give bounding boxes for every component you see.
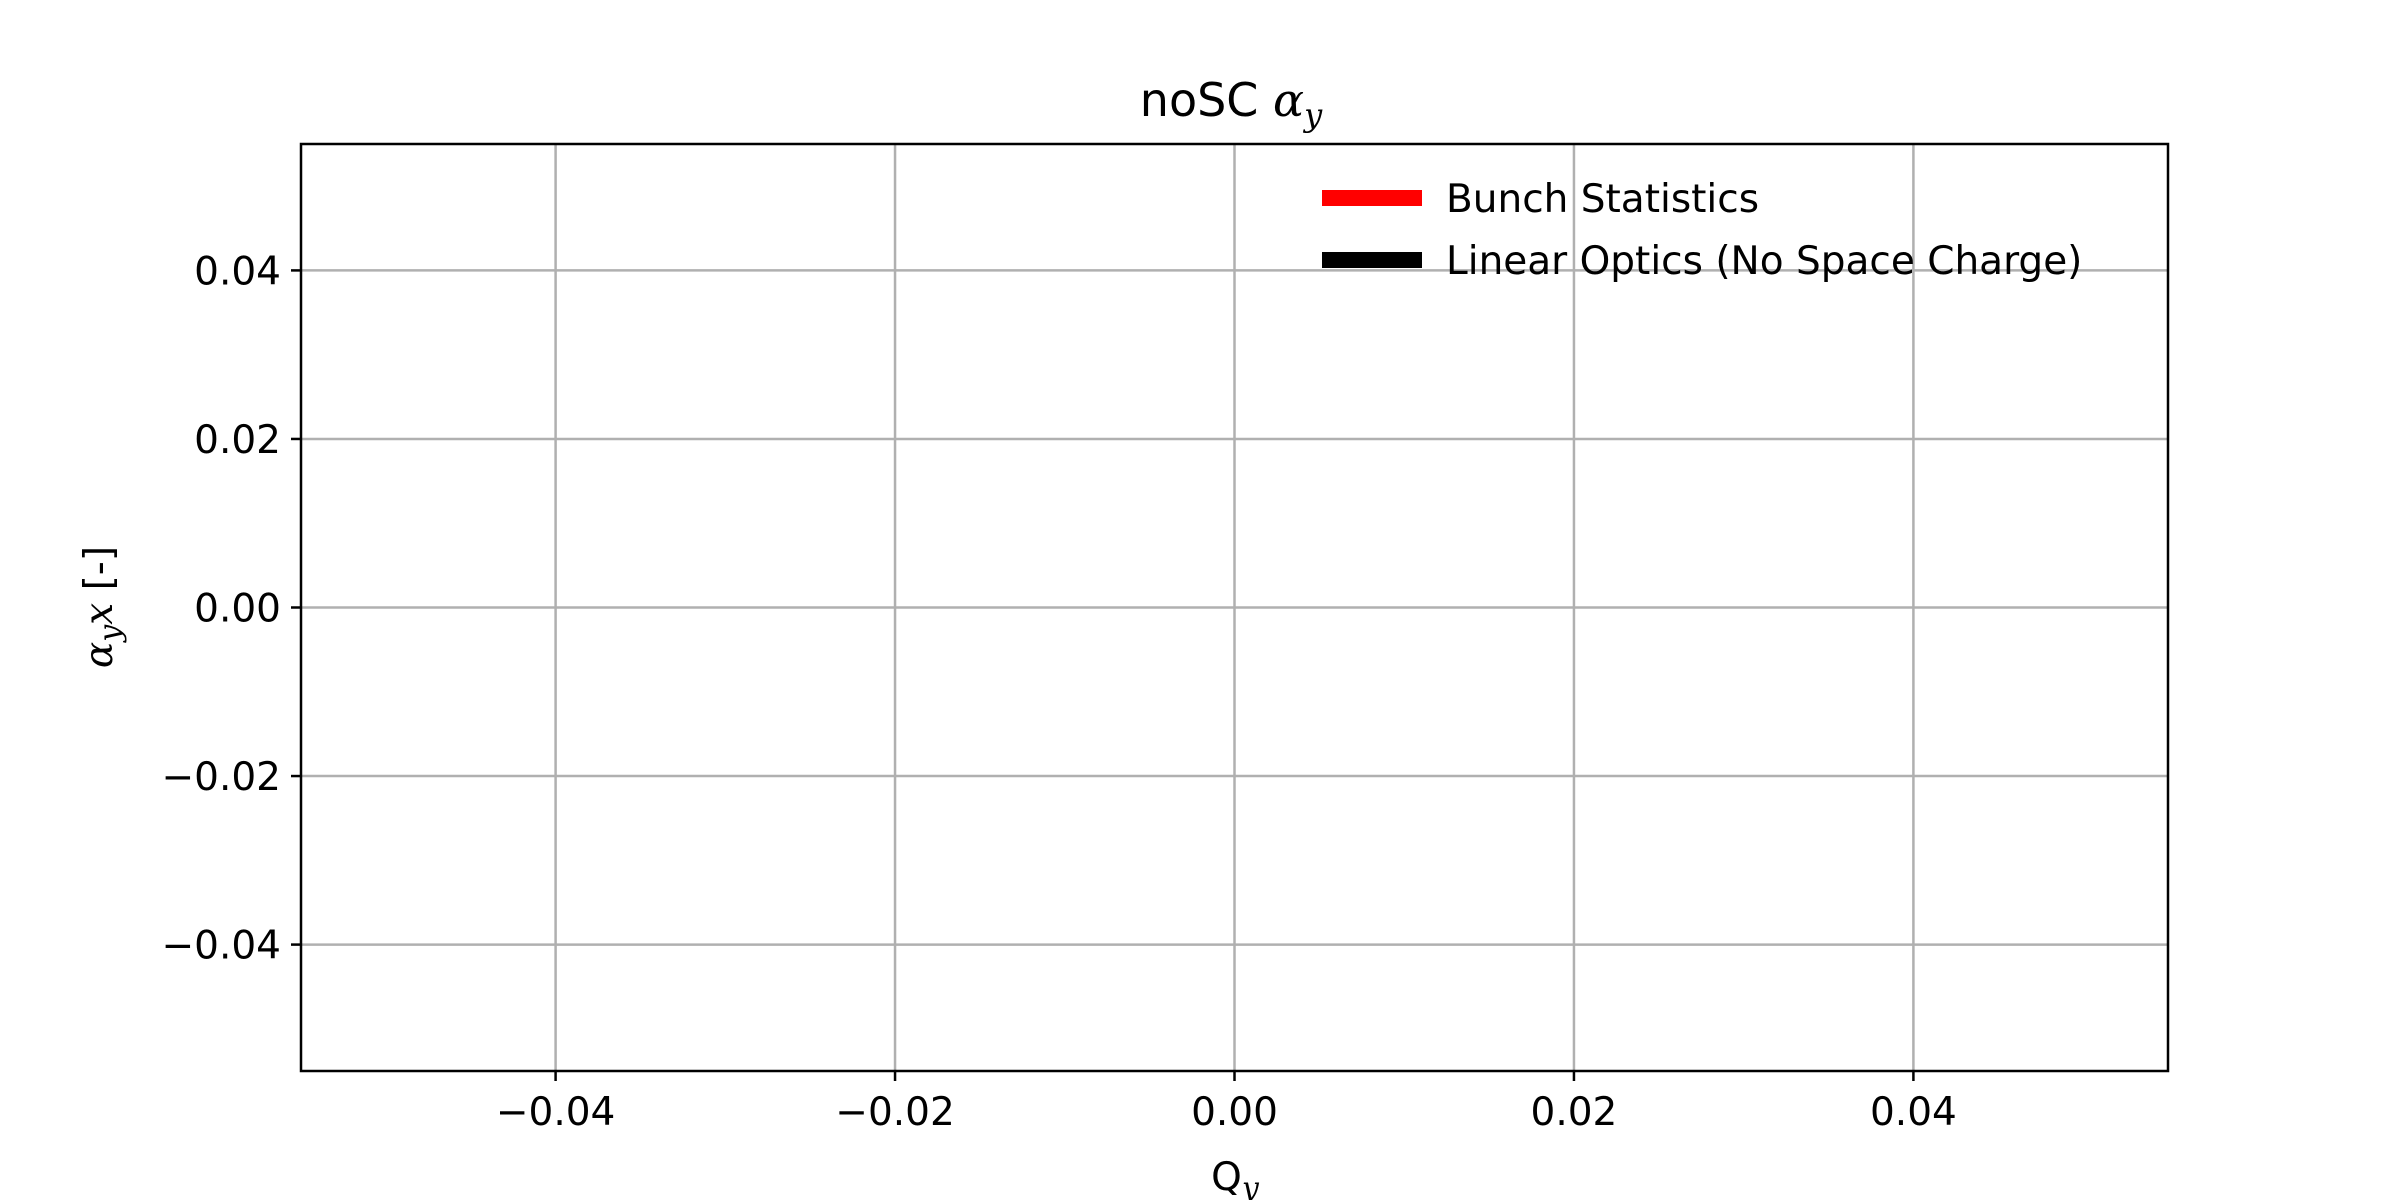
y-tick-label: −0.04 xyxy=(161,924,281,969)
x-axis-ticks: −0.04 −0.02 0.00 0.02 0.04 xyxy=(496,1071,1957,1135)
x-tick-label: −0.02 xyxy=(835,1090,955,1135)
y-tick-label: −0.02 xyxy=(161,755,281,800)
y-axis-ticks: 0.04 0.02 0.00 −0.02 −0.04 xyxy=(161,249,301,969)
grid xyxy=(301,144,2168,1071)
legend-label-bunch-statistics: Bunch Statistics xyxy=(1446,177,1759,222)
x-tick-label: −0.04 xyxy=(496,1090,616,1135)
legend: Bunch Statistics Linear Optics (No Space… xyxy=(1322,177,2082,284)
chart-title: noSC αy xyxy=(1140,73,1323,134)
x-tick-label: 0.02 xyxy=(1531,1090,1618,1135)
x-tick-label: 0.04 xyxy=(1870,1090,1957,1135)
y-tick-label: 0.00 xyxy=(194,587,281,632)
legend-entry-linear-optics: Linear Optics (No Space Charge) xyxy=(1322,239,2082,284)
y-tick-label: 0.02 xyxy=(194,418,281,463)
legend-entry-bunch-statistics: Bunch Statistics xyxy=(1322,177,1759,222)
y-tick-label: 0.04 xyxy=(194,249,281,294)
y-axis-label: αyx [-] xyxy=(77,546,128,668)
x-axis-label: Qy xyxy=(1211,1155,1260,1200)
x-tick-label: 0.00 xyxy=(1191,1090,1278,1135)
legend-label-linear-optics: Linear Optics (No Space Charge) xyxy=(1446,239,2082,284)
